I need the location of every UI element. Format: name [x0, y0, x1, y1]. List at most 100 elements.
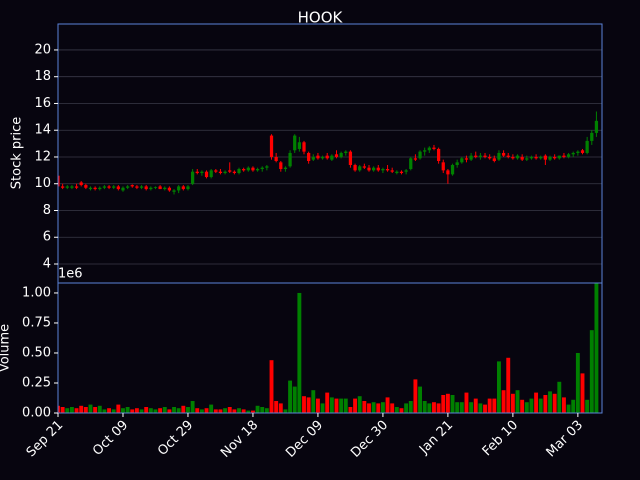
volume-bar	[302, 396, 306, 413]
volume-bar	[441, 394, 446, 413]
volume-bar	[306, 397, 311, 413]
candle-body	[58, 175, 60, 187]
y-tick-label: 6	[43, 230, 51, 245]
volume-bar	[589, 330, 594, 413]
candle-body	[93, 187, 97, 190]
volume-bar	[232, 409, 237, 413]
candle-body	[297, 142, 301, 149]
candle-body	[274, 156, 278, 161]
volume-bar	[269, 360, 274, 413]
y-tick-label: 20	[34, 42, 51, 57]
volume-bar	[371, 402, 376, 413]
candle-body	[195, 171, 199, 174]
volume-y-tick-label: 0.25	[22, 375, 51, 390]
candle-body	[367, 167, 371, 171]
candle-body	[548, 156, 552, 160]
candle-body	[390, 170, 394, 172]
volume-bar	[329, 397, 334, 413]
candle-body	[594, 120, 599, 133]
volume-bar	[334, 398, 339, 413]
volume-bar	[459, 402, 464, 413]
candle-body	[543, 155, 547, 160]
volume-bar	[288, 380, 293, 413]
volume-bar	[260, 406, 265, 413]
volume-bar	[241, 409, 246, 413]
price-panel	[58, 111, 599, 195]
candle-body	[320, 156, 325, 159]
candle-body	[497, 152, 501, 160]
candle-body	[144, 186, 148, 190]
candle-body	[418, 151, 422, 159]
candle-body	[200, 171, 204, 174]
candle-body	[525, 158, 529, 160]
volume-bar	[97, 405, 102, 413]
candle-body	[501, 152, 506, 156]
candle-body	[307, 152, 311, 161]
candle-body	[232, 171, 237, 174]
candle-body	[344, 151, 348, 153]
grid	[58, 49, 602, 265]
candle-body	[553, 156, 557, 159]
volume-y-tick-label: 1.00	[22, 285, 51, 300]
y-tick-label: 8	[43, 203, 51, 218]
candle-body	[288, 152, 292, 167]
y-tick-label: 14	[34, 123, 51, 138]
volume-bar	[139, 409, 144, 413]
candle-body	[330, 155, 334, 160]
candle-body	[265, 166, 269, 168]
volume-bar	[74, 408, 79, 413]
volume-bar	[167, 409, 172, 413]
candle-body	[460, 158, 464, 163]
volume-bar	[524, 402, 529, 413]
candle-body	[385, 169, 390, 171]
candle-body	[353, 165, 357, 171]
volume-bar	[394, 406, 399, 413]
candle-body	[469, 155, 473, 160]
candle-body	[121, 187, 125, 191]
volume-bar	[418, 386, 422, 413]
y-tick-label: 18	[34, 69, 51, 84]
y-tick-label: 12	[34, 149, 51, 164]
chart-title: HOOK	[298, 9, 344, 27]
candle-body	[511, 156, 515, 159]
volume-bar	[422, 400, 427, 413]
candle-body	[534, 156, 538, 159]
volume-bar	[538, 398, 543, 413]
volume-bar	[399, 408, 404, 413]
candle-body	[562, 155, 566, 157]
candle-body	[413, 158, 418, 160]
candle-body	[190, 171, 195, 184]
volume-axis-label: Volume	[0, 324, 13, 372]
candle-body	[130, 185, 134, 187]
candle-body	[529, 156, 534, 159]
candle-body	[576, 151, 580, 153]
candle-body	[506, 155, 510, 157]
candle-body	[293, 135, 297, 151]
volume-bar	[408, 400, 413, 413]
volume-bar	[181, 405, 186, 413]
candle-body	[362, 166, 366, 168]
volume-bar	[158, 408, 163, 413]
candle-body	[246, 167, 250, 171]
candle-body	[474, 155, 478, 157]
volume-bar	[195, 408, 200, 413]
volume-bar	[58, 405, 60, 413]
candle-body	[436, 148, 441, 161]
candle-body	[539, 156, 543, 159]
candle-body	[316, 155, 320, 159]
candle-body	[432, 147, 436, 149]
volume-bar	[534, 392, 539, 413]
candle-body	[302, 142, 306, 152]
candle-body	[116, 186, 120, 190]
volume-bar	[427, 403, 432, 413]
candle-body	[381, 169, 385, 171]
volume-bar	[186, 406, 190, 413]
volume-bar	[297, 292, 302, 413]
candle-body	[478, 155, 483, 157]
candle-body	[223, 171, 227, 174]
volume-bar	[510, 393, 515, 413]
volume-bar	[585, 399, 590, 413]
volume-bar	[264, 408, 269, 413]
candle-body	[139, 186, 144, 188]
candle-body	[399, 171, 404, 174]
